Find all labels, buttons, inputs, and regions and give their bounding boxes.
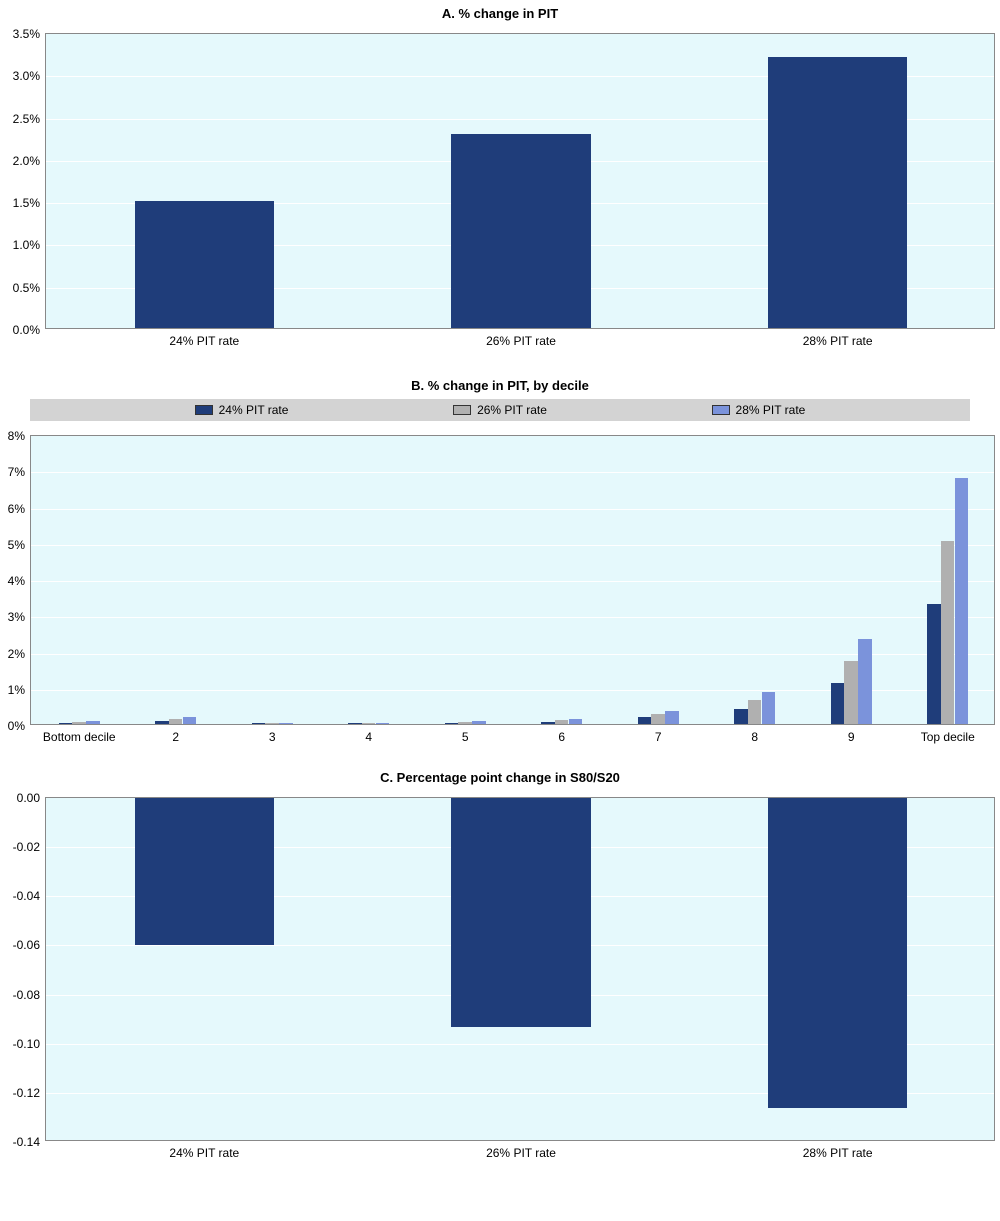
chart-b-bar <box>762 692 776 724</box>
chart-b-bar <box>472 721 486 724</box>
chart-b-bar <box>665 711 679 724</box>
chart-b-bar <box>844 661 858 724</box>
y-tick-label: 3% <box>8 610 31 624</box>
x-tick-label: 24% PIT rate <box>169 328 239 348</box>
chart-c-bar <box>451 798 590 1027</box>
chart-a-section: A. % change in PIT 0.0% 0.5% 1.0% 1.5% 2.0% 2… <box>0 0 1000 362</box>
chart-b-legend: 24% PIT rate 26% PIT rate 28% PIT rate <box>30 399 970 421</box>
x-tick-label: 5 <box>462 724 469 744</box>
chart-c-plot: 0.00 -0.02 -0.04 -0.06 -0.08 -0.10 -0.12 -0.14 2… <box>0 791 1000 1173</box>
x-tick-label: 6 <box>558 724 565 744</box>
chart-b-bar <box>569 719 583 724</box>
legend-label: 24% PIT rate <box>219 403 289 417</box>
chart-a-title: A. % change in PIT <box>0 0 1000 27</box>
chart-b-bar <box>279 723 293 724</box>
x-tick-label: 7 <box>655 724 662 744</box>
x-tick-label: Bottom decile <box>43 724 116 744</box>
chart-b-bar <box>183 717 197 724</box>
y-tick-label: -0.02 <box>13 840 46 854</box>
chart-c-bar <box>135 798 274 945</box>
legend-item: 28% PIT rate <box>712 403 806 417</box>
chart-b-bar <box>748 700 762 724</box>
x-tick-label: 9 <box>848 724 855 744</box>
y-tick-label: -0.04 <box>13 889 46 903</box>
chart-b-bar <box>376 723 390 724</box>
y-tick-label: 1% <box>8 683 31 697</box>
legend-item: 24% PIT rate <box>195 403 289 417</box>
chart-b-bar <box>651 714 665 724</box>
y-tick-label: 0% <box>8 719 31 733</box>
chart-b-bar <box>252 723 266 724</box>
chart-b-bar <box>155 721 169 724</box>
x-tick-label: 2 <box>172 724 179 744</box>
y-tick-label: -0.12 <box>13 1086 46 1100</box>
chart-b-section: B. % change in PIT, by decile 24% PIT ra… <box>0 372 1000 754</box>
chart-b-bar <box>348 723 362 724</box>
chart-b-bar <box>638 717 652 724</box>
chart-b-bar <box>927 604 941 724</box>
chart-b-bar <box>445 723 459 724</box>
y-tick-label: 3.0% <box>13 69 46 83</box>
y-tick-label: 7% <box>8 465 31 479</box>
chart-c-title: C. Percentage point change in S80/S20 <box>0 764 1000 791</box>
chart-c-section: C. Percentage point change in S80/S20 0.… <box>0 764 1000 1173</box>
y-tick-label: 2.0% <box>13 154 46 168</box>
y-tick-label: 3.5% <box>13 27 46 41</box>
x-tick-label: 24% PIT rate <box>169 1140 239 1160</box>
y-tick-label: 0.00 <box>17 791 46 805</box>
y-tick-label: 5% <box>8 538 31 552</box>
legend-label: 28% PIT rate <box>736 403 806 417</box>
y-tick-label: 2.5% <box>13 112 46 126</box>
y-tick-label: 8% <box>8 429 31 443</box>
chart-b-title: B. % change in PIT, by decile <box>0 372 1000 399</box>
x-tick-label: 26% PIT rate <box>486 1140 556 1160</box>
x-tick-label: Top decile <box>921 724 975 744</box>
y-tick-label: -0.10 <box>13 1037 46 1051</box>
chart-a-bar <box>768 57 907 328</box>
y-tick-label: -0.14 <box>13 1135 46 1149</box>
y-tick-label: 4% <box>8 574 31 588</box>
chart-b-bar <box>831 683 845 724</box>
y-tick-label: 1.5% <box>13 196 46 210</box>
y-tick-label: 2% <box>8 647 31 661</box>
y-tick-label: -0.08 <box>13 988 46 1002</box>
x-tick-label: 28% PIT rate <box>803 1140 873 1160</box>
legend-swatch <box>195 405 213 415</box>
chart-b-bar <box>955 478 969 725</box>
chart-a-bar <box>135 201 274 328</box>
y-tick-label: 0.0% <box>13 323 46 337</box>
chart-b-bar <box>941 541 955 724</box>
chart-b-plot: 0% 1% 2% 3% 4% 5% 6% 7% 8% Bottom decile 2 3 4 5 6 7 8 9 T… <box>0 429 1000 754</box>
y-tick-label: -0.06 <box>13 938 46 952</box>
x-tick-label: 4 <box>365 724 372 744</box>
x-tick-label: 3 <box>269 724 276 744</box>
x-tick-label: 26% PIT rate <box>486 328 556 348</box>
x-tick-label: 8 <box>751 724 758 744</box>
chart-a-bar <box>451 134 590 329</box>
chart-b-bar <box>734 709 748 724</box>
x-tick-label: 28% PIT rate <box>803 328 873 348</box>
legend-swatch <box>712 405 730 415</box>
chart-a-plot: 0.0% 0.5% 1.0% 1.5% 2.0% 2.5% 3.0% 3.5% 24% PIT … <box>0 27 1000 362</box>
y-tick-label: 6% <box>8 502 31 516</box>
legend-item: 26% PIT rate <box>453 403 547 417</box>
y-tick-label: 0.5% <box>13 281 46 295</box>
chart-b-bar <box>858 639 872 724</box>
y-tick-label: 1.0% <box>13 238 46 252</box>
legend-label: 26% PIT rate <box>477 403 547 417</box>
chart-c-bar <box>768 798 907 1108</box>
legend-swatch <box>453 405 471 415</box>
chart-b-bar <box>541 722 555 724</box>
